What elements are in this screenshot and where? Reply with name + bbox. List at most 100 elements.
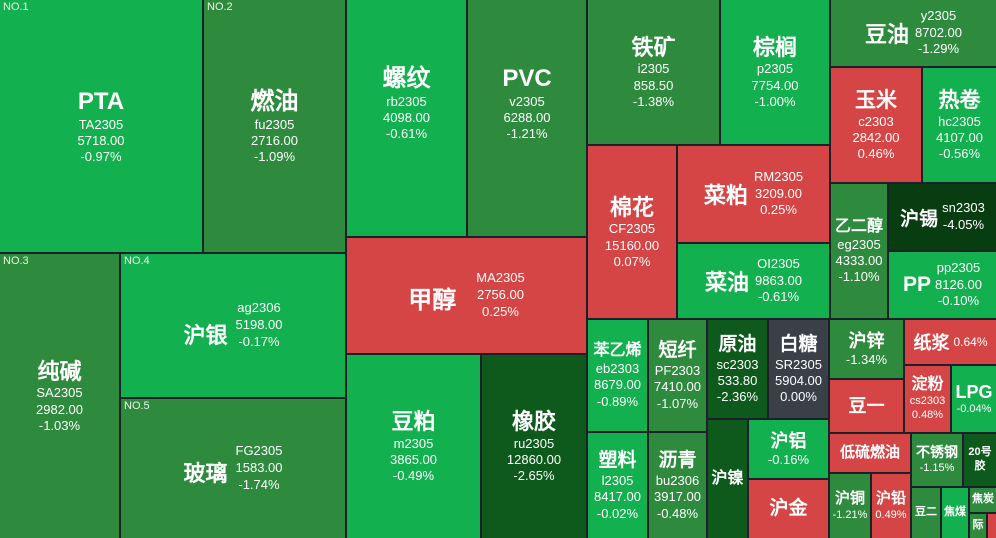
tile-code: RM2305 xyxy=(753,168,804,184)
tile-change: 0.48% xyxy=(911,409,944,421)
tile-soybean-1[interactable]: 豆一 xyxy=(830,380,903,432)
tile-name: 淀粉 xyxy=(911,376,944,394)
tile-price: 2982.00 xyxy=(36,401,83,417)
tile-soybean-oil[interactable]: 豆油 y2305 8702.00 -1.29% xyxy=(831,0,996,66)
tile-corn-starch[interactable]: 淀粉 cs2303 0.48% xyxy=(905,366,950,432)
tile-stainless-steel[interactable]: 不锈钢 -1.15% xyxy=(912,434,962,486)
tile-price: 533.80 xyxy=(717,372,758,388)
tile-change: -0.61% xyxy=(757,289,800,305)
tile-code: fu2305 xyxy=(254,116,295,132)
rank-label: NO.1 xyxy=(3,1,29,13)
tile-name: 沥青 xyxy=(658,450,697,472)
tile-no20-rubber[interactable]: 20号胶 xyxy=(964,434,996,486)
rank-label: NO.5 xyxy=(124,400,150,412)
tile-price: 3917.00 xyxy=(654,489,701,505)
tile-price: 2716.00 xyxy=(251,132,298,148)
tile-change: 0.07% xyxy=(613,253,651,269)
tile-name: 豆二 xyxy=(915,506,937,519)
tile-hot-coil[interactable]: 热卷 hc2305 4107.00 -0.56% xyxy=(923,68,996,182)
tile-coke[interactable]: 焦炭 xyxy=(970,488,996,512)
tile-sugar[interactable]: 白糖 SR2305 5904.00 0.00% xyxy=(769,320,828,418)
tile-corn[interactable]: 玉米 c2303 2842.00 0.46% xyxy=(831,68,921,182)
tile-gold[interactable]: 沪金 xyxy=(749,480,828,538)
tile-price: 6288.00 xyxy=(503,109,551,125)
tile-tin[interactable]: 沪锡 sn2303 -4.05% xyxy=(889,184,996,250)
tile-short-fiber[interactable]: 短纤 PF2303 7410.00 -1.07% xyxy=(649,320,706,431)
tile-copper[interactable]: 沪铜 -1.21% xyxy=(830,474,870,538)
tile-nickel[interactable]: 沪镍 xyxy=(708,420,747,538)
tile-cotton[interactable]: 棉花 CF2305 15160.00 0.07% xyxy=(588,146,676,318)
tile-name: 沪银 xyxy=(183,322,228,348)
tile-code: l2305 xyxy=(601,473,634,488)
tile-lead[interactable]: 沪铅 0.49% xyxy=(872,474,910,538)
tile-name: 豆油 xyxy=(864,22,909,47)
tile-pta[interactable]: NO.1 PTA TA2305 5718.00 -0.97% xyxy=(0,0,202,252)
tile-name: 沪铅 xyxy=(875,489,906,507)
tile-soybean-2[interactable]: 豆二 xyxy=(912,488,940,538)
tile-intl[interactable]: 际 xyxy=(970,514,986,538)
tile-name: 甲醇 xyxy=(408,287,457,314)
tile-change: -0.49% xyxy=(392,468,435,484)
tile-methanol[interactable]: 甲醇 MA2305 2756.00 0.25% xyxy=(347,238,586,353)
tile-rapeseed-meal[interactable]: 菜粕 RM2305 3209.00 0.25% xyxy=(678,146,829,242)
tile-code: TA2305 xyxy=(78,116,124,132)
tile-fuel-oil[interactable]: NO.2 燃油 fu2305 2716.00 -1.09% xyxy=(204,0,345,252)
tile-code: bu2306 xyxy=(655,473,700,488)
tile-price: 7754.00 xyxy=(751,77,799,93)
tile-styrene[interactable]: 苯乙烯 eb2303 8679.00 -0.89% xyxy=(588,320,647,431)
tile-name: 短纤 xyxy=(658,340,697,362)
tile-code: y2305 xyxy=(920,7,957,23)
tile-aluminum[interactable]: 沪铝 -0.16% xyxy=(749,420,828,478)
tile-glass[interactable]: NO.5 玻璃 FG2305 1583.00 -1.74% xyxy=(121,399,345,538)
tile-name: 白糖 xyxy=(779,333,818,355)
tile-name: LPG xyxy=(955,381,993,402)
tile-pp[interactable]: PP pp2305 8126.00 -0.10% xyxy=(889,252,996,318)
tile-soda-ash[interactable]: NO.3 纯碱 SA2305 2982.00 -1.03% xyxy=(0,254,119,538)
tile-palm-oil[interactable]: 棕榈 p2305 7754.00 -1.00% xyxy=(721,0,829,144)
tile-code: MA2305 xyxy=(476,270,525,286)
tile-price: 15160.00 xyxy=(604,237,660,253)
tile-code: SA2305 xyxy=(36,385,83,401)
tile-name: PVC xyxy=(502,64,552,92)
tile-name: 不锈钢 xyxy=(916,444,958,461)
tile-name: 乙二醇 xyxy=(834,217,883,235)
tile-code: m2305 xyxy=(393,435,434,451)
tile-silver[interactable]: NO.4 沪银 ag2306 5198.00 -0.17% xyxy=(121,254,345,397)
tile-iron-ore[interactable]: 铁矿 i2305 858.50 -1.38% xyxy=(588,0,719,144)
tile-rapeseed-oil[interactable]: 菜油 OI2305 9863.00 -0.61% xyxy=(678,244,829,318)
tile-name: 塑料 xyxy=(598,450,637,472)
tile-change: 0.49% xyxy=(875,508,907,521)
tile-rebar[interactable]: 螺纹 rb2305 4098.00 -0.61% xyxy=(347,0,466,236)
tile-rubber[interactable]: 橡胶 ru2305 12860.00 -2.65% xyxy=(482,355,586,538)
tile-soybean-meal[interactable]: 豆粕 m2305 3865.00 -0.49% xyxy=(347,355,480,538)
tile-change: -1.15% xyxy=(919,461,955,474)
tile-lpg[interactable]: LPG -0.04% xyxy=(952,366,996,432)
tile-plastic[interactable]: 塑料 l2305 8417.00 -0.02% xyxy=(588,433,647,538)
tile-zinc[interactable]: 沪锌 -1.34% xyxy=(830,320,903,378)
tile-code: sn2303 xyxy=(942,200,985,216)
tile-name: 橡胶 xyxy=(511,409,556,435)
tile-pvc[interactable]: PVC v2305 6288.00 -1.21% xyxy=(468,0,586,236)
tile-coking-coal[interactable]: 焦煤 xyxy=(942,488,968,538)
tile-change: -1.21% xyxy=(832,508,868,521)
tile-price: 5718.00 xyxy=(77,132,125,148)
tile-change: -1.74% xyxy=(238,476,280,492)
tile-low-sulfur-fuel-oil[interactable]: 低硫燃油 xyxy=(830,434,910,472)
tile-price: 9863.00 xyxy=(755,272,802,288)
tile-tiny[interactable] xyxy=(988,514,996,538)
tile-price: 8417.00 xyxy=(594,489,641,505)
tile-code: rb2305 xyxy=(386,93,427,109)
tile-price: 5904.00 xyxy=(775,372,822,388)
tile-change: -2.65% xyxy=(513,468,555,484)
tile-code: v2305 xyxy=(509,93,545,109)
tile-price: 12860.00 xyxy=(506,452,562,468)
tile-crude-oil[interactable]: 原油 sc2303 533.80 -2.36% xyxy=(708,320,767,418)
tile-change: -0.02% xyxy=(596,505,639,521)
rank-label: NO.4 xyxy=(124,255,150,267)
tile-bitumen[interactable]: 沥青 bu2306 3917.00 -0.48% xyxy=(649,433,706,538)
tile-change: -1.00% xyxy=(754,93,796,109)
tile-name: PTA xyxy=(77,87,125,115)
tile-change: 0.25% xyxy=(482,303,519,319)
tile-pulp[interactable]: 纸浆 0.64% xyxy=(905,320,996,364)
tile-ethylene-glycol[interactable]: 乙二醇 eg2305 4333.00 -1.10% xyxy=(831,184,887,318)
